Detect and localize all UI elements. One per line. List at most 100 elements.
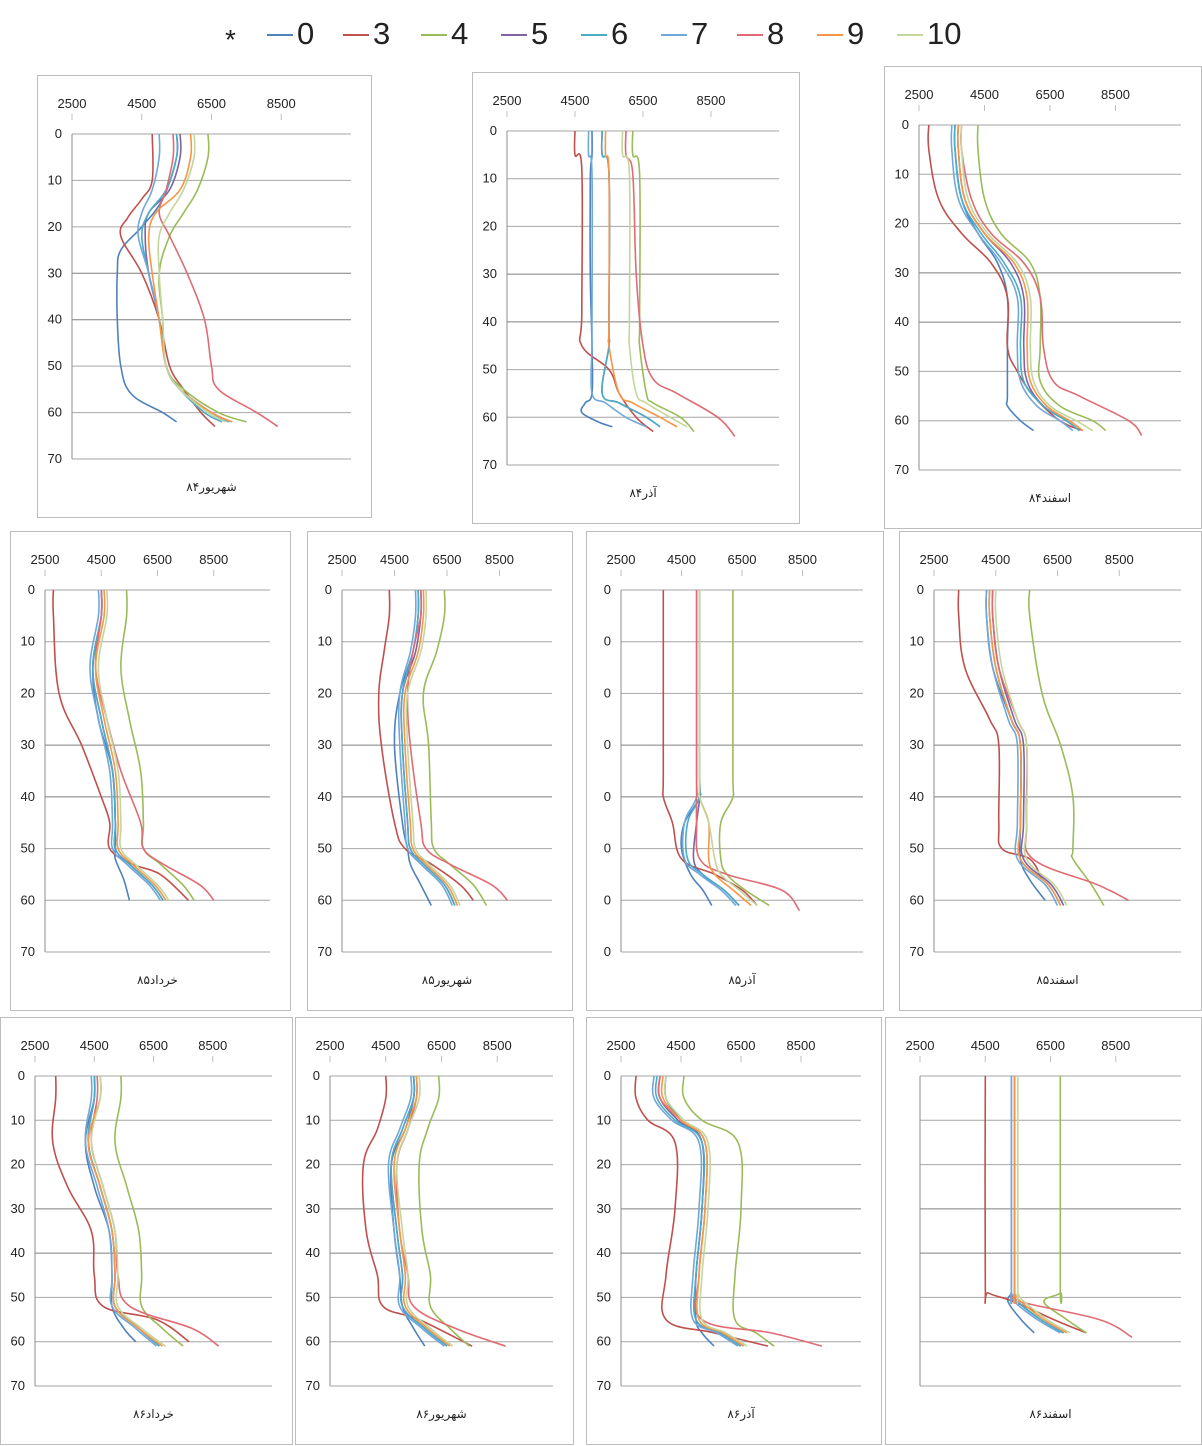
panel-title: خرداد۸۵ xyxy=(137,973,178,988)
legend-swatch xyxy=(267,34,293,36)
x-tick-label: 2500 xyxy=(607,552,636,567)
x-tick-label: 8500 xyxy=(1101,1038,1130,1053)
y-tick-label: 60 xyxy=(11,1334,25,1349)
y-tick-label: 0 xyxy=(604,582,611,597)
chart-svg: 2500 4500 6500 8500 اسفند۸۶ xyxy=(906,1038,1181,1421)
series-line-9 xyxy=(698,590,752,907)
legend-label: 8 xyxy=(767,16,785,51)
x-tick-label: 2500 xyxy=(920,552,949,567)
y-tick-label: 10 xyxy=(11,1112,25,1127)
x-tick-label: 2500 xyxy=(31,552,60,567)
panel-title: آذر۸۵ xyxy=(728,972,756,988)
panel-shahrivar-85: 0 10 20 30 40 50 60 70 2500 4500 6500 8500 شهریور۸۵ xyxy=(307,531,573,1011)
series-line-4 xyxy=(1043,1076,1087,1334)
series-line-9 xyxy=(1013,1075,1068,1334)
series-line-7 xyxy=(651,1075,739,1347)
x-tick-label: 6500 xyxy=(143,552,172,567)
x-tick-label: 2500 xyxy=(905,87,934,102)
chart-svg: 0 10 20 30 40 50 60 70 2500 4500 6500 8500 اسفند۸۵ xyxy=(910,552,1181,987)
series-line-4 xyxy=(422,589,488,906)
series-line-6 xyxy=(390,1075,448,1347)
series-line-7 xyxy=(89,589,161,901)
x-tick-label: 6500 xyxy=(197,96,226,111)
x-tick-label: 2500 xyxy=(328,552,357,567)
x-tick-label: 6500 xyxy=(427,1038,456,1053)
chart-legend: * 0 3 4 5 6 7 8 9 10 xyxy=(225,10,985,60)
series-line-4 xyxy=(1027,589,1105,906)
series-line-4 xyxy=(631,130,695,433)
series-line-9 xyxy=(988,589,1062,906)
y-tick-label: 0 xyxy=(604,944,611,959)
chart-svg: 0 10 20 30 40 50 60 70 2500 4500 6500 8500 آذر۸۴ xyxy=(483,93,779,501)
series-line-9 xyxy=(393,1075,451,1347)
y-tick-label: 40 xyxy=(910,789,924,804)
series-line-9 xyxy=(94,589,167,901)
y-tick-label: 50 xyxy=(48,358,62,373)
panel-azar-84: 0 10 20 30 40 50 60 70 2500 4500 6500 8500 آذر۸۴ xyxy=(472,72,800,524)
x-tick-label: 2500 xyxy=(607,1038,636,1053)
x-tick-label: 6500 xyxy=(1036,87,1065,102)
series-line-6 xyxy=(600,130,661,428)
y-tick-label: 50 xyxy=(21,841,35,856)
y-tick-label: 20 xyxy=(21,685,35,700)
series-line-8 xyxy=(406,589,508,901)
series-line-6 xyxy=(87,1075,160,1347)
y-tick-label: 70 xyxy=(895,462,909,477)
y-tick-label: 0 xyxy=(18,1068,25,1083)
chart-svg: 0 10 20 30 40 50 60 70 2500 4500 6500 8500 خرداد۸۵ xyxy=(21,552,270,988)
y-tick-label: 10 xyxy=(318,634,332,649)
y-tick-label: 30 xyxy=(11,1201,25,1216)
series-line-10 xyxy=(97,589,170,901)
x-tick-label: 4500 xyxy=(127,96,156,111)
y-tick-label: 40 xyxy=(48,312,62,327)
series-line-8 xyxy=(158,133,279,428)
panel-title: آذر۸۴ xyxy=(629,485,657,501)
legend-swatch xyxy=(501,34,527,36)
y-tick-label: 20 xyxy=(11,1157,25,1172)
legend-swatch xyxy=(581,34,607,36)
x-tick-label: 8500 xyxy=(1105,552,1134,567)
chart-svg: 0 10 20 30 40 50 60 70 2500 4500 6500 8500 خرداد۸۶ xyxy=(11,1038,272,1422)
panel-title: اسفند۸۴ xyxy=(1029,491,1071,505)
series-line-3 xyxy=(634,1075,769,1347)
y-tick-label: 0 xyxy=(604,685,611,700)
y-tick-label: 30 xyxy=(21,737,35,752)
series-line-10 xyxy=(621,130,688,428)
x-tick-label: 8500 xyxy=(788,552,817,567)
series-line-10 xyxy=(994,589,1068,906)
y-tick-label: 70 xyxy=(318,944,332,959)
x-tick-label: 8500 xyxy=(485,552,514,567)
panel-title: اسفند۸۶ xyxy=(1029,1407,1071,1421)
series-line-4 xyxy=(120,589,195,901)
series-line-8 xyxy=(94,589,215,901)
y-tick-label: 30 xyxy=(483,266,497,281)
x-tick-label: 8500 xyxy=(267,96,296,111)
x-tick-label: 4500 xyxy=(667,552,696,567)
legend-swatch xyxy=(421,34,447,36)
series-line-9 xyxy=(956,124,1084,432)
x-tick-label: 8500 xyxy=(199,552,228,567)
x-tick-label: 4500 xyxy=(80,1038,109,1053)
series-line-7 xyxy=(137,133,230,423)
x-tick-label: 6500 xyxy=(433,552,462,567)
y-tick-label: 0 xyxy=(604,634,611,649)
y-tick-label: 20 xyxy=(910,685,924,700)
series-line-7 xyxy=(387,1075,445,1347)
series-line-3 xyxy=(957,589,1043,881)
x-tick-label: 4500 xyxy=(380,552,409,567)
chart-svg: 0 10 20 30 40 50 60 70 2500 4500 6500 8500 اسفند۸۴ xyxy=(895,87,1181,505)
y-tick-label: 0 xyxy=(917,582,924,597)
series-line-3 xyxy=(984,1075,1087,1334)
panel-title: خرداد۸۶ xyxy=(133,1407,174,1422)
y-tick-label: 40 xyxy=(306,1245,320,1260)
y-tick-label: 10 xyxy=(483,171,497,186)
x-tick-label: 4500 xyxy=(561,93,590,108)
y-tick-label: 30 xyxy=(48,265,62,280)
y-tick-label: 10 xyxy=(597,1112,611,1127)
series-line-10 xyxy=(1016,1075,1071,1334)
y-tick-label: 70 xyxy=(597,1378,611,1393)
legend-label: 3 xyxy=(373,16,391,51)
legend-marker: * xyxy=(225,24,236,55)
y-tick-label: 50 xyxy=(11,1289,25,1304)
panel-khordad-86: 0 10 20 30 40 50 60 70 2500 4500 6500 8500 خرداد۸۶ xyxy=(0,1017,293,1445)
